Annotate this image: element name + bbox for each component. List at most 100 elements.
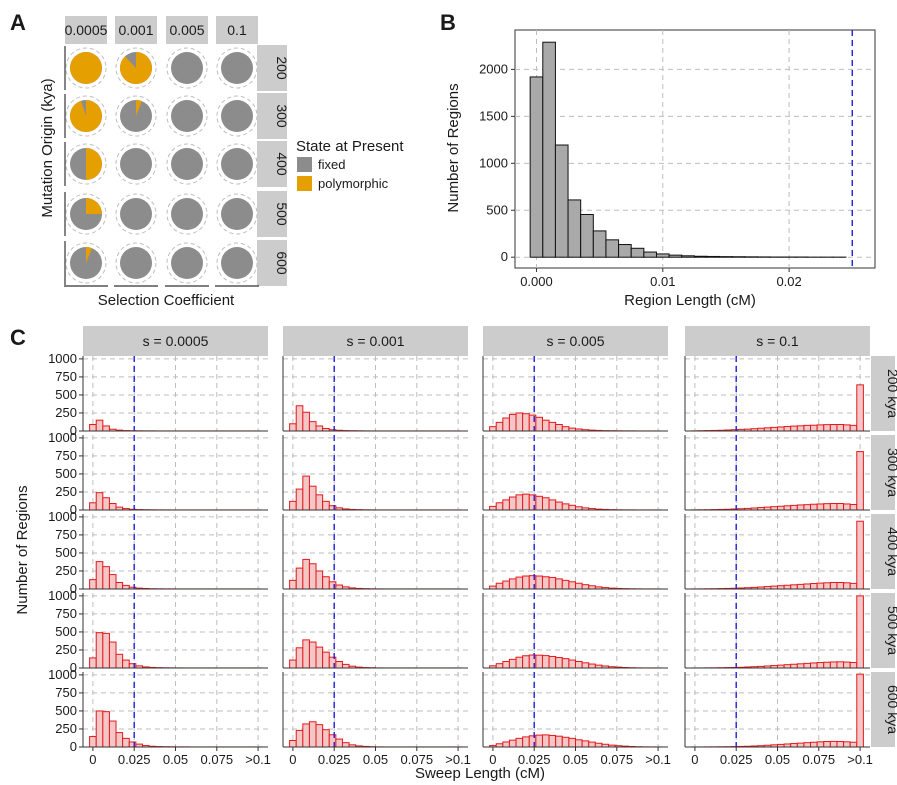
facet-bar [568,737,577,748]
pie-outline [65,242,107,284]
legend-swatch-polymorphic [297,176,312,191]
facet-bar [308,421,317,432]
facet-ytick-label: 500 [55,466,77,481]
pie-row-label: 300 [274,104,290,128]
facet-bar [843,424,851,432]
facet-ytick-label: 250 [55,563,77,578]
facet-bar [561,579,570,590]
facet-bar [502,741,510,748]
facet-bar [508,413,517,432]
facet-xtick-label: 0.075 [601,752,634,767]
facet-bar [548,499,557,511]
facet-bar [783,584,792,590]
facet-bar [810,424,818,432]
facet-bar [535,416,543,432]
facet-bar [115,582,124,590]
facet-col-label: s = 0.1 [756,333,799,349]
facet-bar [829,503,838,511]
facet-row-strip [871,514,895,589]
pie-outline [65,95,107,137]
panel-c-ylabel: Number of Regions [14,485,31,614]
facet-bar [541,734,550,748]
facet-ytick-label: 1000 [48,667,77,682]
facet-ytick-label: 0 [70,739,77,754]
facet-row-strip [871,672,895,747]
pie-outline [166,143,208,185]
panel-b-xtick-label: 0.01 [650,274,675,289]
pie-col-label: 0.1 [227,22,247,38]
facet-bar [810,583,818,590]
panel-c-facets: s = 0.0005 s = 0.001 s = 0.005 s = 0.1 200 k… [48,326,897,767]
pie-outline [166,95,208,137]
pie-row-strip [257,240,287,286]
facet-bar [790,663,798,669]
panel-b-ytick-label: 2000 [479,61,508,76]
facet-bar [783,505,792,511]
facet-bar [790,425,798,432]
pie-outline [216,47,258,89]
pie-row-strip [257,93,287,139]
pie-outline [115,193,157,235]
facet-bar [810,503,818,511]
facet-bar [541,497,550,511]
facet-ytick-label: 750 [55,527,77,542]
facet-bar [816,741,825,748]
facet-bar [522,413,530,432]
facet-row-label: 600 kya [885,685,897,734]
facet-bar [315,724,324,748]
panel-a-ylabel: Mutation Origin (kya) [39,78,56,217]
facet-bar [777,426,785,432]
facet-ytick-label: 500 [55,624,77,639]
facet-bar [581,662,590,669]
facet-row-label: 500 kya [885,606,897,655]
facet-bar [302,475,310,511]
pie-polymorphic-slice [86,148,102,180]
facet-bar [315,494,324,511]
facet-ytick-label: 0 [70,660,77,675]
facet-bar [836,424,845,432]
panel-b-bar [668,254,683,258]
pie-col-strip [166,16,208,44]
facet-bar [561,503,570,511]
facet-bar [588,741,596,748]
facet-bar [495,663,504,669]
panel-a-legend: State at Present fixed polymorphic [296,138,404,191]
facet-ytick-label: 250 [55,721,77,736]
facet-bar [308,641,317,669]
facet-bar [568,581,577,590]
facet-bar [790,504,798,511]
pie-outline [115,47,157,89]
facet-bar [515,737,524,748]
facet-ytick-label: 500 [55,703,77,718]
facet-bar [816,424,825,432]
facet-ytick-label: 750 [55,685,77,700]
facet-bar [89,424,97,432]
facet-bar [502,417,510,432]
pie-fixed-slice [120,247,152,279]
panel-b-bar [706,255,721,258]
facet-bar [115,653,124,669]
facet-bar [548,421,557,432]
facet-bar [548,655,557,669]
panel-b-ytick-label: 1000 [479,155,508,170]
panel-b-bar [655,253,670,258]
facet-bar [522,493,530,511]
facet-bar [522,655,530,669]
facet-xtick-label: 0.025 [720,752,753,767]
facet-bar [849,741,858,748]
facet-bar [302,411,310,432]
facet-bar [289,500,297,511]
facet-xtick-label: >0.1 [645,752,671,767]
facet-bar [796,583,805,590]
pie-outline [216,242,258,284]
pie-fixed-slice [221,198,253,230]
facet-bar [102,497,110,511]
facet-bar [122,659,130,669]
facet-ytick-label: 750 [55,369,77,384]
legend-swatch-fixed [297,157,312,172]
facet-bar [849,504,858,511]
facet-bar [803,504,812,511]
facet-bar [836,503,845,511]
facet-bar [515,656,524,669]
facet-bar [95,492,104,511]
